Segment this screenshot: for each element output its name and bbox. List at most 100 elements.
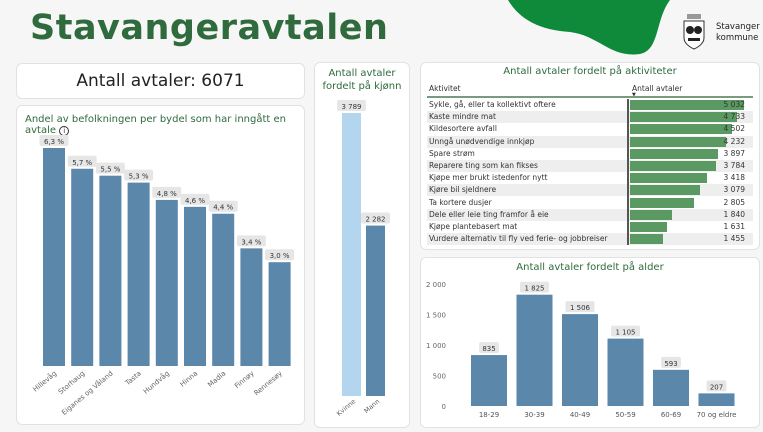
age-tick-label: 18-29 [479,411,499,419]
gender-bar[interactable] [366,225,385,396]
gender-bar-chart: 3 789 Kvinne 2 282 Mann [335,100,390,418]
district-bar[interactable] [43,148,65,366]
district-data-label: 5,5 % [100,166,120,174]
district-bar[interactable] [71,168,94,366]
table-row[interactable]: Vurdere alternativ til fly ved ferie- og… [427,233,753,246]
table-row[interactable]: Unngå unødvendige innkjøp 4 232 [427,135,753,148]
age-y-tick-label: 0 [442,403,446,411]
count-value: 3 418 [723,173,745,183]
activity-name: Reparere ting som kan fikses [429,161,538,170]
activity-name: Kjøpe plantebasert mat [429,222,518,231]
count-bar [630,222,667,232]
district-bar[interactable] [155,199,178,366]
table-row[interactable]: Kjøpe mer brukt istedenfor nytt 3 418 [427,172,753,184]
gender-bar[interactable] [342,113,361,396]
total-agreements-card: Antall avtaler: 6071 [16,63,305,99]
activity-name: Dele eller leie ting framfor å eie [429,209,549,219]
activity-table-card: Antall avtaler fordelt på aktiviteter Ak… [420,62,760,250]
district-bar[interactable] [127,182,150,366]
age-data-label: 593 [664,360,677,368]
activity-name: Vurdere alternativ til fly ved ferie- og… [429,234,608,244]
sort-desc-icon: ▼ [632,92,636,98]
age-chart-title: Antall avtaler fordelt på alder [516,262,664,273]
gender-chart-title: Antall avtaler fordelt på kjønn [322,68,402,92]
district-bar[interactable] [184,206,206,366]
count-value: 5 032 [723,100,745,109]
activity-table-body: Sykle, gå, eller ta kollektivt oftere 5 0… [421,99,759,246]
count-bar [630,161,716,171]
age-data-label-bg [479,342,499,354]
table-row[interactable]: Kaste mindre mat 4 733 [427,111,753,124]
age-tick-label: 30-39 [524,411,544,419]
district-data-label-bg [95,162,125,174]
age-tick-label: 40-49 [570,411,590,419]
district-tick-label: Hundvåg [141,369,171,396]
header-divider [427,96,753,98]
district-bar[interactable] [212,213,235,366]
district-bar[interactable] [268,262,291,366]
gender-tick-label: Kvinne [335,397,357,417]
district-tick-label: Tasta [123,369,143,387]
table-row[interactable]: Sykle, gå, eller ta kollektivt oftere 5 0… [427,99,753,111]
count-value: 3 079 [723,185,745,195]
gender-data-label: 2 282 [365,216,385,224]
age-data-label-bg [565,301,595,313]
table-row[interactable]: Kjøpe plantebasert mat 1 631 [427,221,753,233]
table-row[interactable]: Dele eller leie ting framfor å eie 1 840 [427,208,753,221]
count-value: 3 897 [723,148,745,158]
age-data-label-bg [661,356,681,368]
district-bar[interactable] [99,175,122,366]
district-data-label-bg [124,169,154,181]
district-tick-label: Madla [206,369,227,389]
age-bar[interactable] [653,369,689,406]
count-bar [630,209,672,220]
district-tick-label: Hillevåg [31,369,58,394]
chart-title-text: Andel av befolkningen per bydel som har … [25,114,286,136]
age-chart-card: Antall avtaler fordelt på alder 0 500 1 00… [420,257,760,428]
gender-tick-label: Mann [362,397,381,415]
district-data-label: 4,8 % [157,190,177,198]
table-row[interactable]: Kjøre bil sjeldnere 3 079 [427,184,753,197]
district-data-label-bg [180,193,210,205]
district-data-label-bg [152,186,182,198]
logo-text: Stavanger kommune [716,22,760,44]
count-bar [630,124,732,135]
age-bar[interactable] [562,314,598,406]
age-bar[interactable] [471,355,507,406]
district-data-label-bg [39,135,69,146]
table-row[interactable]: Ta kortere dusjer 2 805 [427,197,753,209]
bar-axis-line [627,99,629,245]
activity-name: Ta kortere dusjer [429,197,492,207]
age-data-label: 1 105 [615,329,635,337]
activity-name: Kjøpe mer brukt istedenfor nytt [429,173,548,183]
district-data-label: 5,3 % [129,173,149,181]
age-bar[interactable] [516,294,553,406]
age-data-label: 207 [710,383,723,391]
count-bar [630,148,719,159]
total-agreements-label: Antall avtaler: 6071 [76,71,245,91]
column-header-count[interactable]: Antall avtaler ▼ [632,84,682,98]
age-bar[interactable] [607,338,644,406]
table-row[interactable]: Spare strøm 3 897 [427,148,753,160]
column-header-activity[interactable]: Aktivitet [429,84,461,93]
count-value: 4 733 [723,112,745,122]
age-y-tick-label: 2 000 [426,281,446,289]
age-bar-chart: 0 500 1 000 1 500 2 000 835 18-29 1 825 30-39 1 5… [426,281,736,419]
age-data-label: 1 506 [570,304,591,312]
age-bar[interactable] [698,393,735,406]
district-bar[interactable] [240,248,263,366]
age-data-label-bg [706,380,727,392]
count-value: 4 232 [723,136,745,146]
brand-wave-decoration [508,0,670,55]
table-row[interactable]: Reparere ting som kan fikses 3 784 [427,160,753,172]
table-row[interactable]: Kildesortere avfall 4 502 [427,123,753,135]
age-tick-label: 60-69 [661,411,681,419]
activity-name: Kildesortere avfall [429,124,497,134]
gender-data-label-bg [337,100,366,111]
district-data-label: 4,6 % [185,197,205,205]
age-data-label-bg [520,281,549,293]
age-data-label-bg [611,325,640,337]
count-bar [630,234,663,245]
district-data-label-bg [236,235,266,247]
